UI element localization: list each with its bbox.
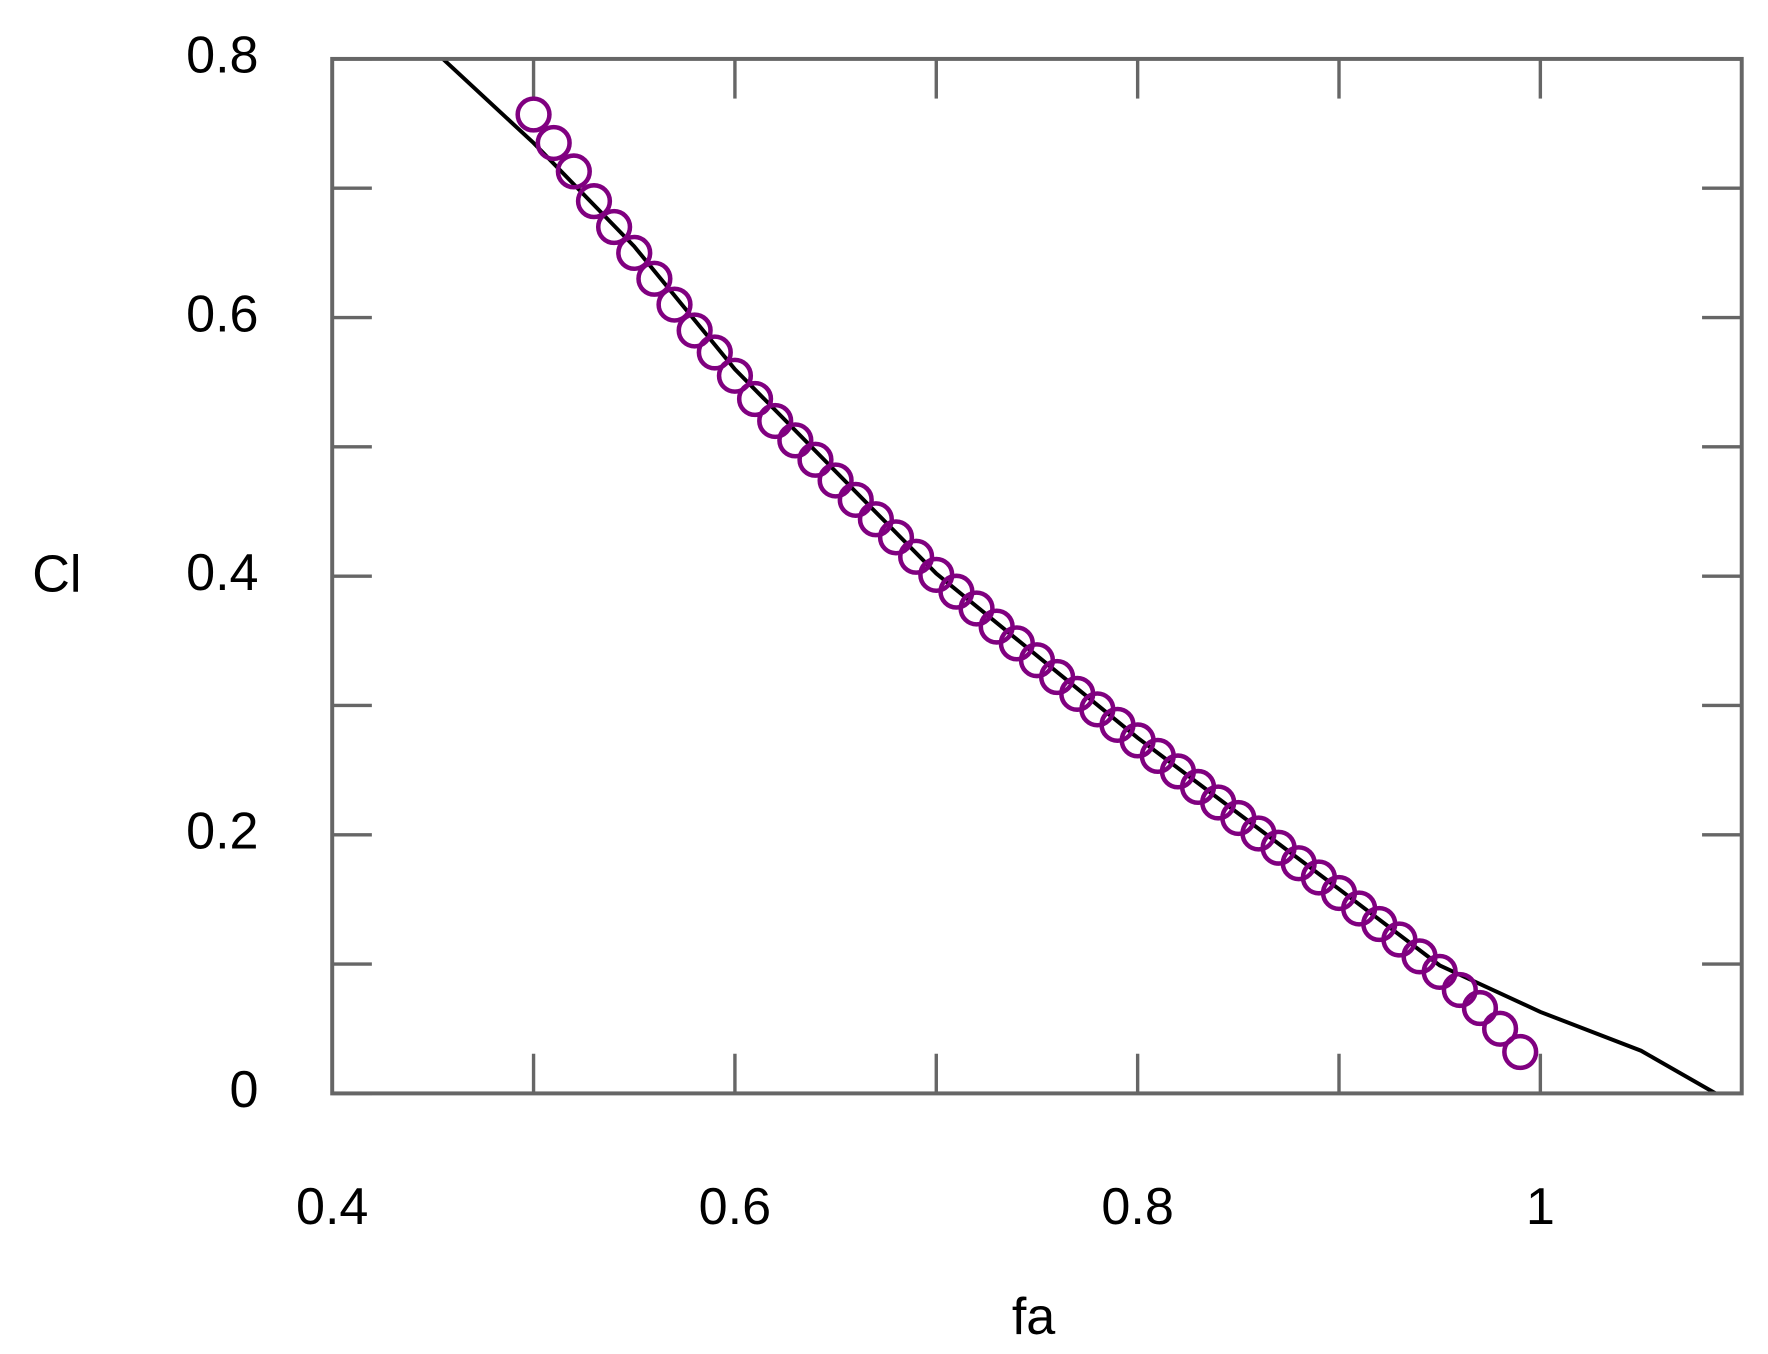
- x-axis-label: fa: [1012, 1288, 1055, 1346]
- point: [1421, 953, 1458, 990]
- point: [716, 357, 754, 394]
- point: [1481, 1010, 1519, 1047]
- y-tick-label: 0.8: [186, 27, 258, 85]
- point: [595, 208, 633, 246]
- point: [676, 312, 713, 349]
- point: [1502, 1033, 1539, 1071]
- point: [616, 234, 653, 272]
- point: [1038, 658, 1076, 696]
- point: [978, 608, 1015, 645]
- point: [656, 286, 693, 323]
- point: [757, 402, 794, 440]
- line: [441, 58, 1717, 1094]
- point: [1461, 989, 1499, 1027]
- y-tick-label: 0.4: [186, 544, 258, 602]
- point: [898, 538, 935, 575]
- point: [696, 334, 733, 371]
- point: [636, 260, 673, 297]
- x-tick-label: 1: [1526, 1178, 1555, 1236]
- y-tick-label: 0.6: [186, 285, 258, 343]
- point: [575, 183, 613, 220]
- y-tick-label: 0.2: [186, 803, 258, 861]
- point: [998, 625, 1035, 662]
- y-axis-label: Cl: [32, 546, 81, 604]
- point: [857, 501, 895, 538]
- point: [555, 153, 592, 190]
- x-tick-label: 0.4: [296, 1178, 368, 1236]
- x-tick-label: 0.6: [699, 1178, 771, 1236]
- x-tick-label: 0.8: [1101, 1178, 1173, 1236]
- point: [877, 519, 915, 556]
- point: [837, 481, 874, 518]
- point: [817, 462, 854, 499]
- point: [1018, 642, 1056, 679]
- point: [515, 96, 552, 133]
- point: [535, 124, 572, 162]
- point: [1441, 971, 1478, 1009]
- point: [777, 422, 814, 459]
- point: [736, 380, 774, 418]
- point: [958, 590, 995, 627]
- plot-frame: [330, 56, 1744, 1096]
- y-tick-label: 0: [230, 1061, 259, 1119]
- point: [797, 441, 834, 478]
